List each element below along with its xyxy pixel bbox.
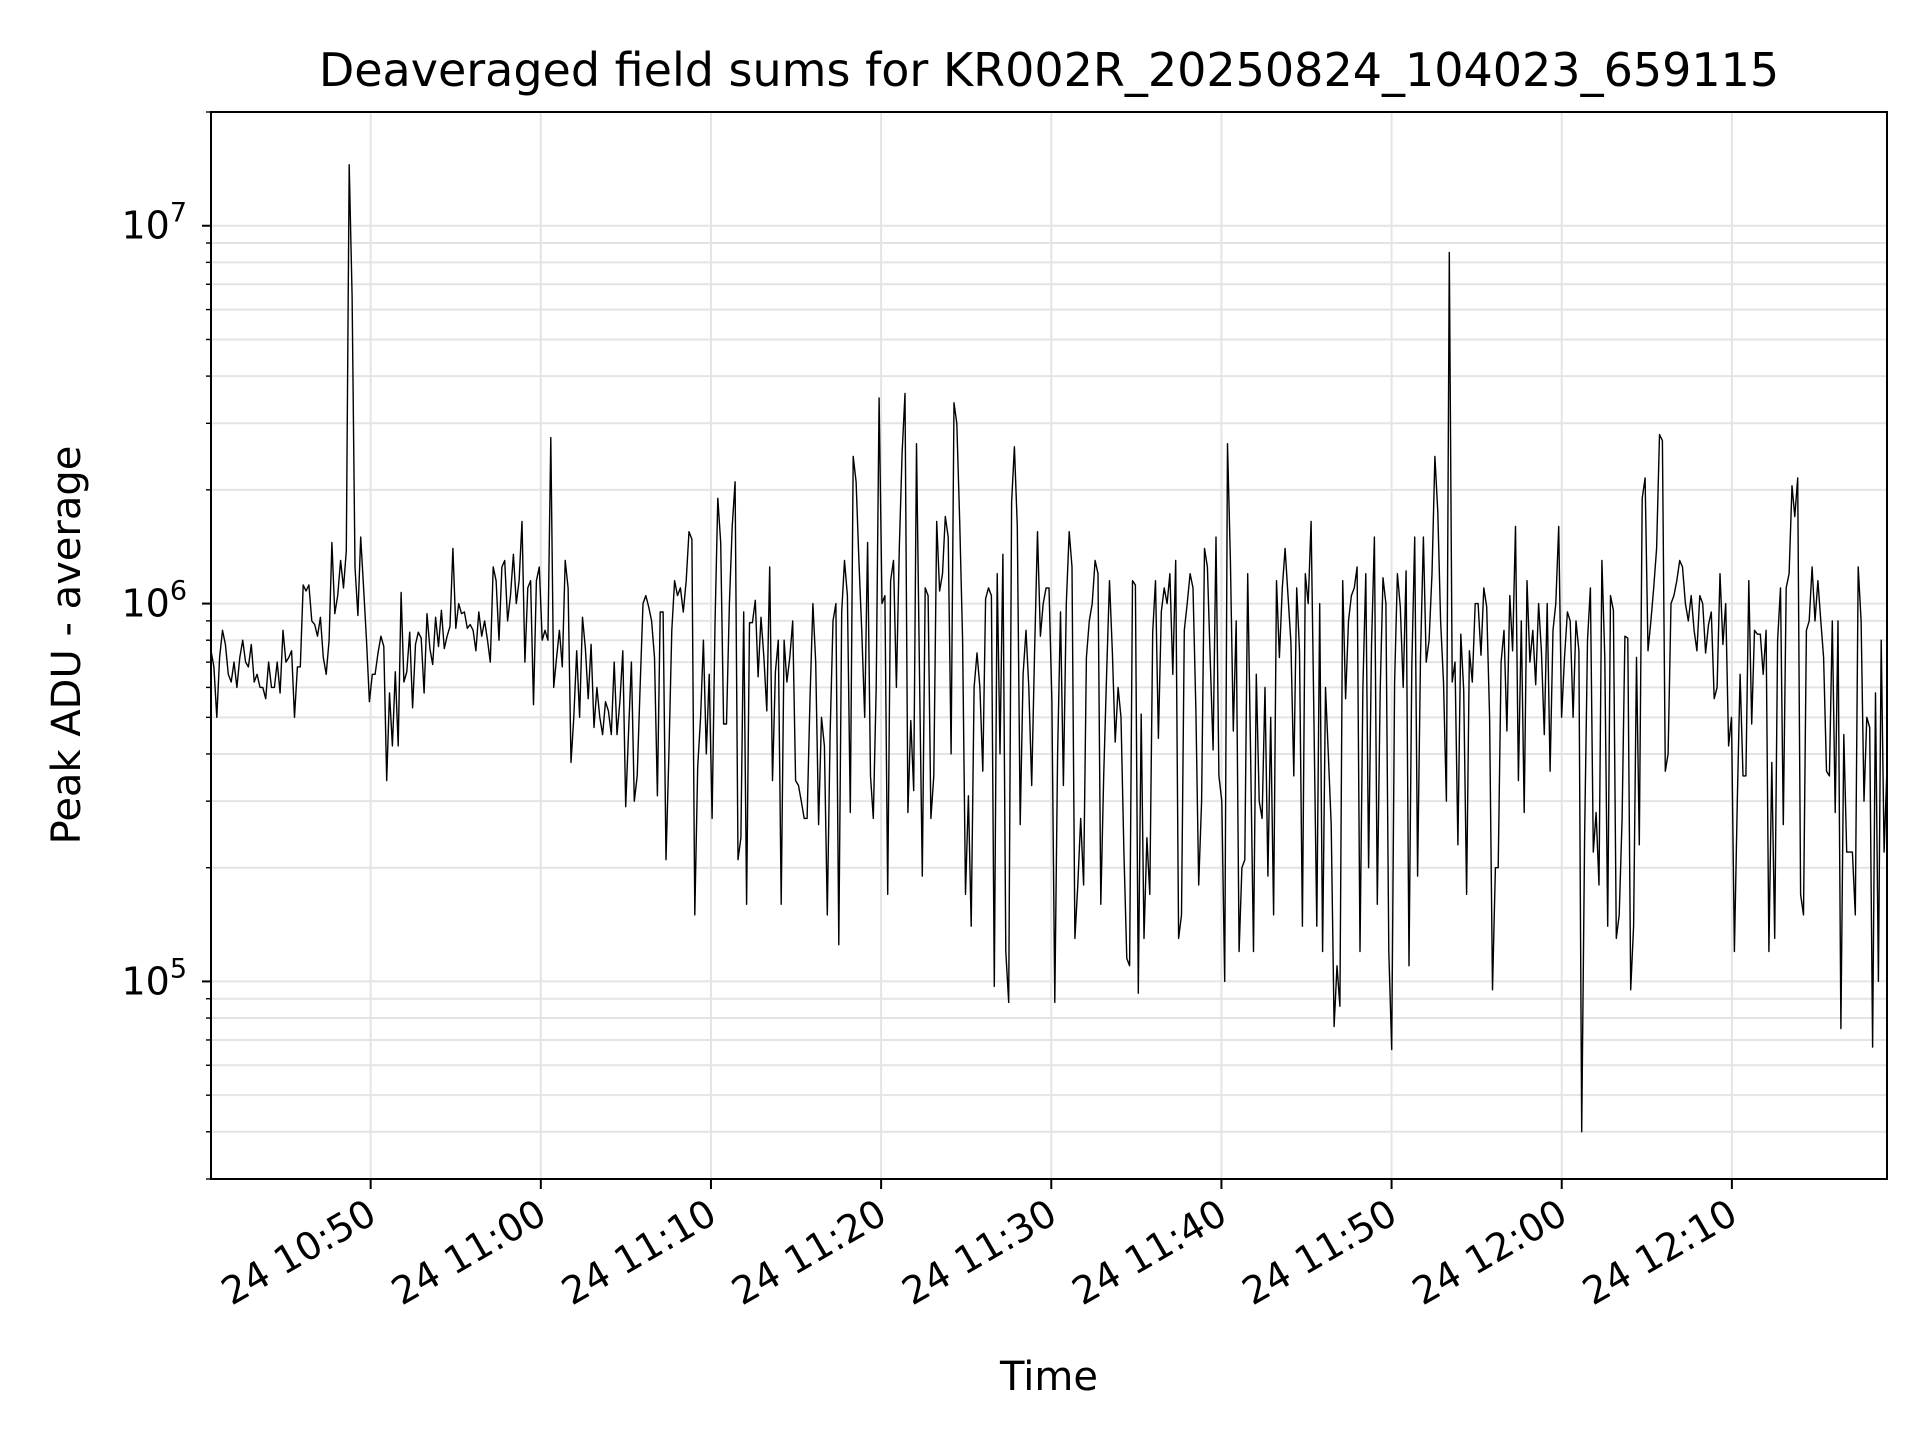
series-line: [210, 164, 1888, 1133]
y-tick-label: 107: [121, 198, 187, 248]
x-tick-label: 24 10:50: [214, 1191, 383, 1314]
x-tick-label: 24 11:00: [384, 1191, 553, 1314]
x-tick-label: 24 12:10: [1575, 1191, 1744, 1314]
y-tick-label: 106: [121, 576, 187, 626]
plot-frame: [210, 111, 1888, 1180]
grid-lines: [211, 111, 1887, 1180]
x-tick-label: 24 12:00: [1405, 1191, 1574, 1314]
chart-title: Deaveraged field sums for KR002R_2025082…: [319, 43, 1779, 97]
y-axis-ticks: 105 106 107: [121, 111, 211, 1180]
x-tick-label: 24 11:10: [554, 1191, 723, 1314]
x-tick-label: 24 11:20: [724, 1191, 893, 1314]
x-tick-label: 24 11:30: [895, 1191, 1064, 1314]
x-tick-label: 24 11:50: [1235, 1191, 1404, 1314]
x-axis-label: Time: [999, 1354, 1098, 1400]
y-axis-label: Peak ADU - average: [44, 446, 90, 845]
y-tick-label: 105: [121, 953, 187, 1003]
x-axis-ticks: 24 10:50 24 11:00 24 11:10 24 11:20 24 11:30…: [214, 1179, 1744, 1314]
x-tick-label: 24 11:40: [1065, 1191, 1234, 1314]
